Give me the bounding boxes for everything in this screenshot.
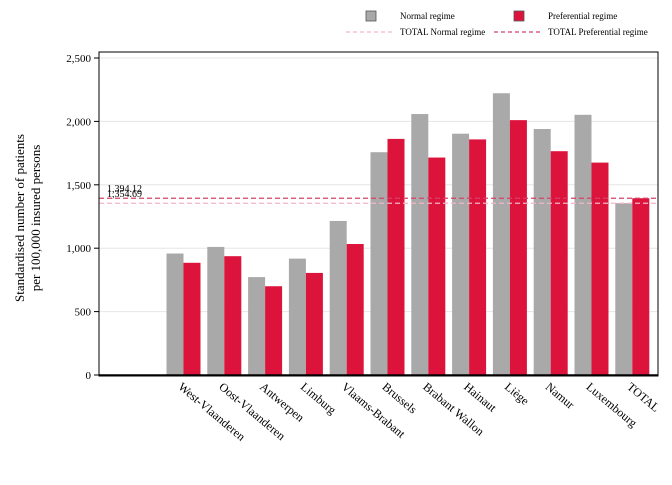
bar: [207, 246, 225, 375]
bar: [370, 152, 388, 375]
y-tick-label: 2,000: [66, 116, 91, 128]
y-axis-label-line: Standardised number of patients: [12, 134, 27, 302]
reference-line-label: 1,354.69: [107, 189, 142, 200]
bar: [615, 203, 633, 375]
legend-label: Preferential regime: [548, 11, 617, 21]
bar: [329, 220, 347, 375]
bar: [166, 253, 184, 375]
legend-swatch: [365, 10, 377, 22]
x-tick-label: Hainaut: [461, 380, 500, 416]
legend-label: TOTAL Normal regime: [400, 27, 485, 37]
reference-lines: 1,394.121,354.69: [99, 184, 658, 204]
legend-label: Normal regime: [400, 11, 455, 21]
y-axis-label-line: per 100,000 insured persons: [28, 145, 43, 292]
bars: [166, 93, 650, 376]
bar: [591, 162, 609, 375]
bar: [305, 272, 323, 375]
bar: [288, 258, 306, 375]
bar: [387, 138, 405, 375]
bar: [469, 139, 487, 375]
bar: [533, 129, 551, 375]
bar: [452, 133, 470, 375]
bar: [346, 244, 364, 375]
plot-frame: [98, 51, 659, 377]
bar: [183, 262, 201, 375]
y-tick-label: 1,000: [66, 243, 91, 255]
legend-swatch: [513, 10, 525, 22]
bar: [509, 120, 527, 376]
x-tick-label: Liège: [502, 380, 532, 408]
y-tick-label: 1,500: [66, 180, 91, 192]
bar: [492, 93, 510, 375]
bar: [248, 277, 266, 375]
x-tick-label: TOTAL: [624, 380, 662, 415]
legend: Normal regime Preferential regime TOTAL No…: [346, 10, 648, 37]
x-tick-label: Namur: [543, 380, 578, 412]
bar: [411, 114, 429, 376]
bar: [265, 286, 283, 375]
bar: [550, 151, 568, 375]
y-tick-label: 500: [75, 307, 92, 319]
y-tick-label: 2,500: [66, 53, 91, 65]
bar: [632, 198, 650, 375]
y-tick-label: 0: [86, 370, 92, 382]
bar: [574, 114, 592, 375]
bar: [428, 157, 446, 375]
y-axis-label: Standardised number of patientsper 100,0…: [12, 134, 43, 302]
bar: [224, 256, 242, 375]
reference-line-label: 1,394.12: [107, 184, 142, 195]
legend-label: TOTAL Preferential regime: [548, 27, 648, 37]
